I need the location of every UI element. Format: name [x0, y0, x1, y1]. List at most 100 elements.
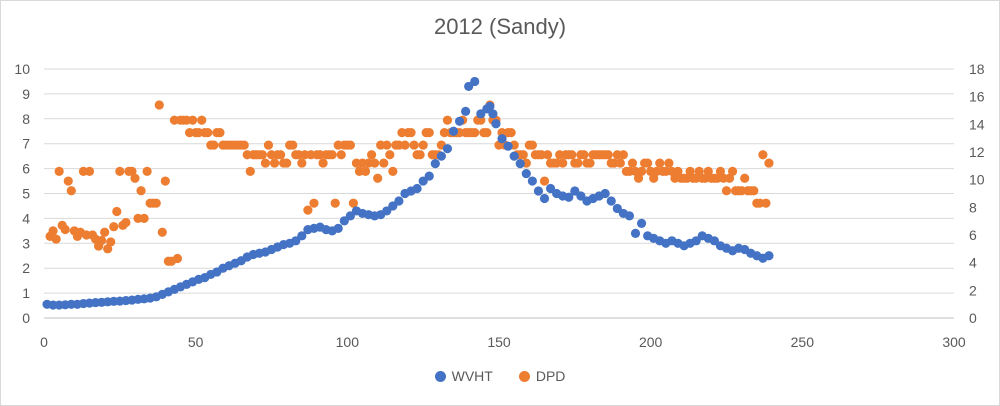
dpd-point: [655, 158, 665, 168]
dpd-point: [740, 173, 750, 183]
y-left-tick-label: 3: [22, 235, 30, 251]
dpd-point: [415, 150, 425, 160]
wvht-point: [600, 188, 610, 199]
dpd-point: [406, 128, 416, 138]
y-right-tick-label: 4: [969, 255, 977, 271]
dpd-point: [643, 158, 653, 168]
dpd-point: [257, 150, 267, 160]
y-right-tick-label: 12: [969, 144, 985, 160]
dpd-point: [360, 166, 371, 176]
wvht-point: [339, 216, 349, 226]
wvht-point: [333, 223, 343, 233]
wvht-point: [606, 196, 616, 206]
y-right-tick-label: 18: [969, 61, 985, 77]
dpd-point: [336, 150, 346, 160]
wvht-point: [388, 201, 398, 211]
wvht-point: [545, 183, 556, 194]
dpd-point: [758, 150, 768, 160]
x-axis-ticks: 0 50 100 150 200 250 300: [40, 334, 966, 350]
dpd-point: [585, 158, 595, 168]
legend-label-dpd: DPD: [535, 368, 566, 384]
wvht-point: [509, 151, 519, 161]
dpd-point: [761, 198, 771, 208]
legend: WVHT DPD: [0, 368, 1000, 384]
wvht-point: [521, 168, 531, 179]
wvht-point: [539, 193, 550, 204]
dpd-point: [263, 140, 274, 150]
dpd-point: [573, 158, 583, 168]
dpd-point: [385, 150, 395, 160]
wvht-point: [612, 203, 622, 214]
dpd-point: [685, 166, 695, 176]
dpd-point: [518, 150, 528, 160]
y-left-tick-label: 4: [22, 210, 30, 226]
dpd-point: [109, 222, 119, 232]
y-left-tick-label: 6: [22, 161, 30, 177]
x-tick-label: 150: [487, 334, 511, 350]
dpd-point: [63, 176, 73, 186]
series-dpd: [45, 100, 774, 266]
y-right-tick-label: 0: [969, 310, 977, 326]
wvht-point: [464, 81, 474, 92]
dpd-point: [288, 140, 298, 150]
legend-item-dpd[interactable]: DPD: [518, 368, 566, 384]
dpd-point: [694, 166, 704, 176]
legend-item-wvht[interactable]: WVHT: [434, 368, 493, 384]
y-right-tick-label: 6: [969, 227, 977, 243]
dpd-point: [764, 158, 774, 168]
wvht-point: [491, 119, 501, 129]
wvht-point: [394, 196, 404, 206]
y-right-tick-label: 8: [969, 199, 977, 215]
y-right-tick-label: 16: [969, 89, 985, 105]
wvht-point: [636, 218, 647, 228]
dpd-point: [636, 166, 647, 176]
wvht-point: [476, 109, 486, 119]
dpd-point: [664, 158, 674, 168]
dpd-point: [633, 173, 644, 183]
dpd-point: [721, 186, 732, 196]
dpd-point: [48, 226, 58, 236]
dpd-point: [282, 158, 292, 168]
dpd-point: [139, 213, 149, 223]
wvht-point: [442, 144, 453, 154]
wvht-point: [564, 192, 574, 202]
x-tick-label: 300: [942, 334, 966, 350]
dpd-point: [130, 173, 140, 183]
dpd-point: [400, 140, 410, 150]
dpd-point: [418, 140, 428, 150]
dpd-point: [715, 166, 726, 176]
y-left-tick-label: 9: [22, 86, 30, 102]
chart-title: 2012 (Sandy): [433, 14, 567, 39]
wvht-point: [436, 151, 446, 161]
dpd-point: [297, 158, 307, 168]
dpd-point: [567, 150, 577, 160]
dpd-point: [348, 198, 358, 208]
dpd-point: [527, 140, 537, 150]
dpd-point: [197, 115, 207, 125]
x-tick-label: 100: [336, 334, 360, 350]
dpd-point: [482, 128, 492, 138]
dpd-point: [327, 150, 337, 160]
wvht-point: [448, 126, 459, 136]
dpd-point: [60, 224, 70, 235]
wvht-point: [709, 236, 719, 246]
dpd-point: [112, 206, 122, 217]
dpd-point: [269, 158, 280, 168]
x-tick-label: 0: [40, 334, 48, 350]
dpd-point: [727, 166, 738, 176]
dpd-point: [627, 158, 638, 168]
dpd-point: [673, 166, 683, 176]
dpd-point: [260, 158, 271, 168]
wvht-point: [764, 251, 774, 261]
y-axis-right-ticks: 0 2 4 6 8 10 12 14 16 18: [969, 61, 985, 326]
dpd-point: [330, 198, 340, 208]
dpd-point: [367, 150, 377, 160]
dpd-point: [136, 186, 146, 196]
wvht-point: [576, 191, 586, 201]
wvht-point: [515, 159, 525, 169]
series-wvht: [42, 76, 774, 310]
dpd-point: [724, 173, 735, 183]
dpd-point: [388, 166, 398, 176]
dpd-point: [160, 176, 170, 186]
